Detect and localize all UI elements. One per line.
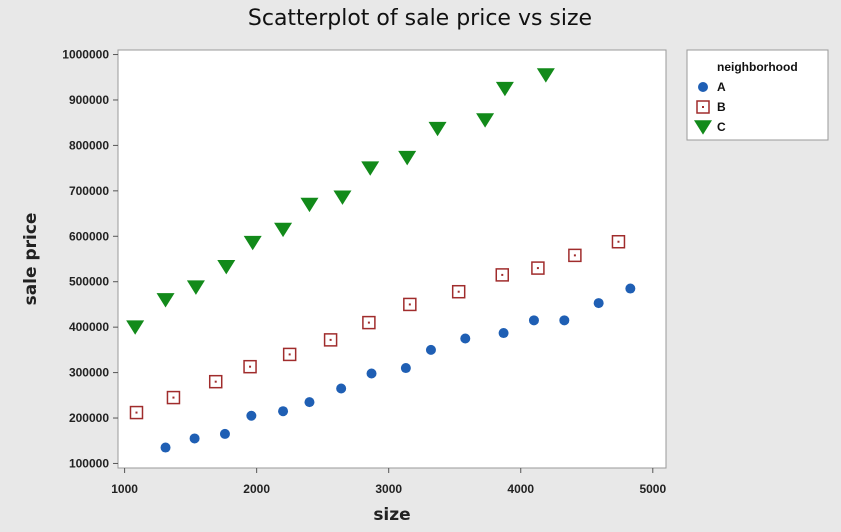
y-axis: 100000 200000 300000 400000 500000 600000 7000…: [62, 48, 118, 470]
x-axis: 1000 2000 3000 4000 5000: [111, 468, 666, 496]
point-C: [476, 113, 495, 128]
y-tick-label: 200000: [69, 411, 109, 425]
legend-label-A: A: [717, 80, 726, 94]
point-B: [495, 268, 510, 282]
series-B: [129, 234, 626, 420]
point-A: [593, 298, 604, 309]
y-tick-label: 800000: [69, 138, 109, 152]
point-A: [559, 315, 570, 326]
legend-box: [686, 49, 829, 141]
y-axis-label: sale price: [21, 213, 41, 306]
legend-label-B: B: [717, 100, 726, 114]
point-C: [495, 81, 514, 97]
point-C: [398, 150, 417, 166]
y-tick-label: 100000: [69, 456, 109, 470]
x-tick-label: 4000: [507, 482, 534, 496]
point-B: [243, 359, 257, 374]
plot-area: [117, 49, 667, 469]
point-A: [400, 363, 411, 374]
point-B: [208, 374, 223, 389]
x-tick-label: 5000: [639, 482, 666, 496]
point-B: [451, 284, 466, 299]
point-C: [536, 68, 555, 83]
point-C: [428, 121, 447, 137]
point-A: [219, 428, 230, 439]
point-B: [282, 347, 297, 362]
point-B: [362, 315, 376, 330]
point-A: [336, 383, 347, 394]
point-C: [300, 197, 319, 213]
point-A: [498, 328, 509, 339]
point-A: [246, 410, 257, 421]
legend-title: neighborhood: [717, 60, 798, 74]
legend-marker-A: [698, 82, 708, 92]
point-C: [243, 235, 262, 251]
point-A: [160, 442, 171, 453]
point-A: [625, 283, 636, 294]
data-points: [126, 68, 636, 453]
point-B: [403, 297, 417, 312]
point-C: [156, 293, 175, 308]
point-B: [166, 390, 181, 405]
point-B: [568, 248, 582, 263]
legend-label-C: C: [717, 120, 726, 134]
point-A: [425, 344, 436, 355]
point-A: [460, 333, 471, 344]
point-B: [531, 261, 545, 275]
y-tick-label: 900000: [69, 93, 109, 107]
point-A: [366, 368, 377, 379]
y-tick-label: 500000: [69, 275, 109, 289]
chart-title: Scatterplot of sale price vs size: [248, 6, 592, 31]
y-tick-label: 300000: [69, 366, 109, 380]
point-A: [528, 315, 539, 326]
x-tick-label: 2000: [243, 482, 270, 496]
point-A: [304, 397, 315, 408]
point-B: [129, 405, 144, 420]
point-A: [278, 406, 289, 417]
point-C: [217, 259, 236, 275]
series-A: [160, 283, 636, 453]
x-axis-label: size: [373, 505, 410, 525]
point-C: [274, 222, 293, 238]
point-B: [323, 333, 338, 347]
point-C: [333, 190, 352, 205]
legend-marker-C: [694, 120, 712, 135]
x-tick-label: 1000: [111, 482, 138, 496]
y-tick-label: 1000000: [62, 48, 109, 62]
y-tick-label: 400000: [69, 320, 109, 334]
point-A: [189, 433, 200, 444]
x-tick-label: 3000: [375, 482, 402, 496]
legend-marker-B: [696, 100, 710, 114]
legend: neighborhood ABC: [686, 49, 829, 141]
y-tick-label: 600000: [69, 229, 109, 243]
point-C: [186, 280, 205, 295]
point-B: [611, 234, 626, 249]
y-tick-label: 700000: [69, 184, 109, 198]
point-C: [126, 320, 145, 335]
point-C: [361, 161, 380, 176]
series-C: [126, 68, 555, 335]
